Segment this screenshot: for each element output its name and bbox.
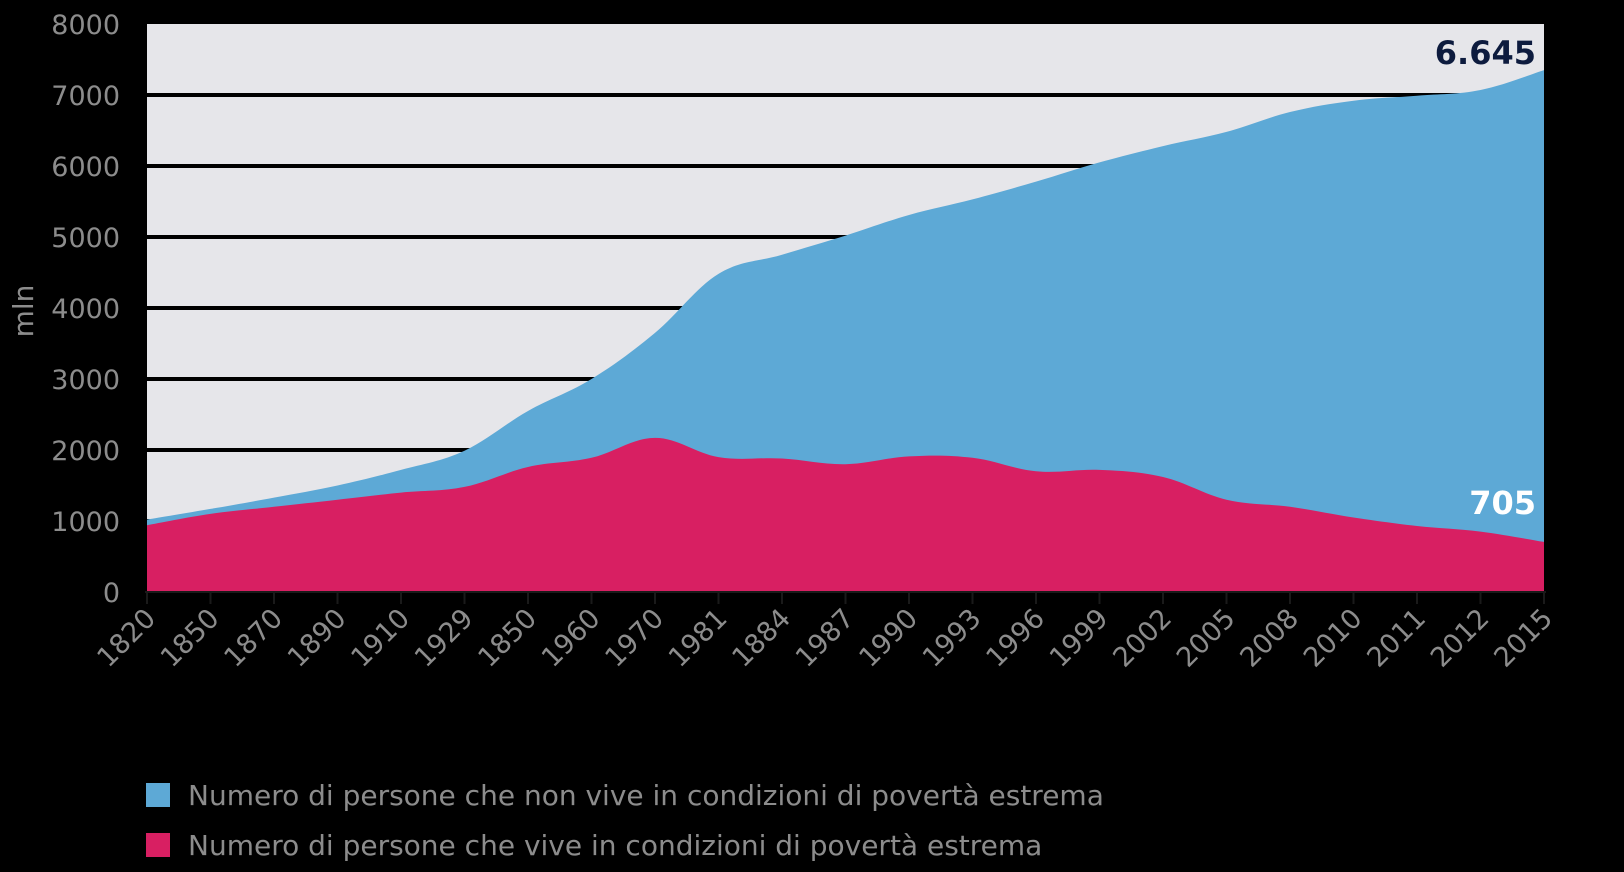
y-tick-label: 7000 [51,81,120,112]
x-tick-label: 1929 [409,603,480,674]
legend-label-non-poor: Numero di persone che non vive in condiz… [188,778,1104,812]
x-tick-label: 1890 [282,603,353,674]
x-tick-label: 1870 [218,603,289,674]
y-tick-labels: 0 1000 2000 3000 4000 5000 6000 7000 8000 [51,10,120,609]
x-tick-label: 2011 [1361,603,1432,674]
x-tick-labels: 1820185018701890191019291850196019701981… [91,603,1559,674]
x-tick-label: 1850 [155,603,226,674]
annotations: 6.645 705 [1435,34,1536,522]
y-tick-label: 0 [103,578,120,609]
x-tick-label: 1990 [853,603,924,674]
legend: Numero di persone che non vive in condiz… [146,770,1104,870]
x-tick-label: 2010 [1298,603,1369,674]
area-non-poor [147,70,1544,593]
annotation-poor: 705 [1469,484,1536,522]
x-tick-label: 1999 [1044,603,1115,674]
y-tick-label: 1000 [51,507,120,538]
annotation-total: 6.645 [1435,34,1536,72]
x-tick-label: 2002 [1107,603,1178,674]
axis-layer [145,591,1546,604]
y-tick-label: 3000 [51,365,120,396]
legend-swatch-non-poor [146,783,170,807]
x-tick-label: 2005 [1171,603,1242,674]
x-tick-label: 1910 [345,603,416,674]
x-tick-label: 1981 [663,603,734,674]
legend-swatch-poor [146,833,170,857]
legend-item-poor: Numero di persone che vive in condizioni… [146,820,1104,870]
area-poor [147,437,1544,592]
x-tick-label: 1960 [536,603,607,674]
x-tick-label: 1987 [790,603,861,674]
x-tick-label: 1884 [726,603,797,674]
x-tick-label: 1993 [917,603,988,674]
y-axis-label: mln [7,285,40,338]
y-tick-label: 2000 [51,436,120,467]
y-tick-label: 8000 [51,10,120,41]
x-tick-label: 1850 [472,603,543,674]
x-tick-label: 1996 [980,603,1051,674]
legend-item-non-poor: Numero di persone che non vive in condiz… [146,770,1104,820]
x-tick-label: 2008 [1234,603,1305,674]
x-tick-label: 2015 [1488,603,1559,674]
y-tick-label: 4000 [51,294,120,325]
areas-layer [147,70,1544,593]
x-tick-label: 1970 [599,603,670,674]
x-tick-label: 1820 [91,603,162,674]
x-tick-label: 2012 [1425,603,1496,674]
y-tick-label: 5000 [51,223,120,254]
legend-label-poor: Numero di persone che vive in condizioni… [188,828,1043,862]
y-tick-label: 6000 [51,152,120,183]
